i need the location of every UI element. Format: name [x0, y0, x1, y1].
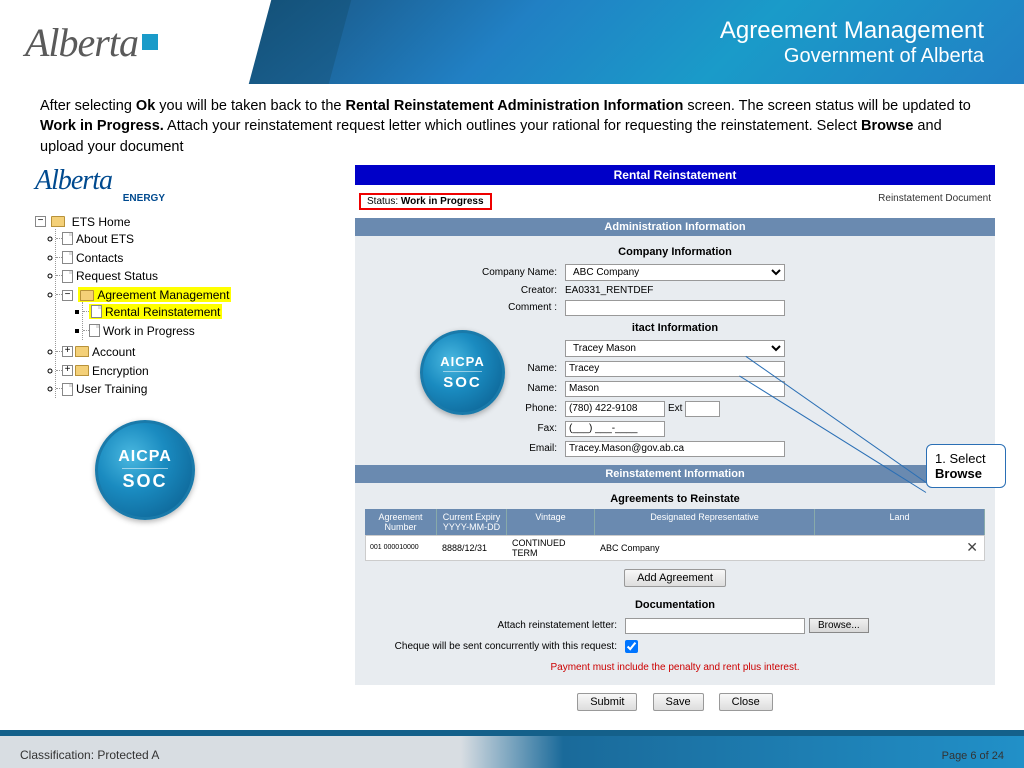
tree-item-encryption[interactable]: +Encryption: [62, 361, 255, 380]
folder-icon: [75, 365, 89, 376]
browse-button[interactable]: Browse...: [809, 618, 869, 633]
admin-info-header: Administration Information: [355, 218, 995, 236]
file-icon: [62, 232, 73, 245]
creator-value: EA0331_RENTDEF: [565, 285, 653, 296]
header-title-1: Agreement Management: [720, 17, 984, 45]
folder-icon: [80, 290, 94, 301]
expand-icon[interactable]: +: [62, 365, 73, 376]
header-titles: Agreement Management Government of Alber…: [300, 0, 1024, 84]
add-agreement-button[interactable]: Add Agreement: [624, 569, 726, 587]
submit-button[interactable]: Submit: [577, 693, 637, 711]
agreements-table-header: Agreement Number Current Expiry YYYY-MM-…: [365, 509, 985, 535]
nav-tree: − ETS Home About ETS Contacts Request St…: [35, 212, 255, 400]
tree-item-account[interactable]: +Account: [62, 342, 255, 361]
cheque-checkbox[interactable]: [625, 640, 638, 653]
first-name-input[interactable]: [565, 361, 785, 377]
header: Alberta Agreement Management Government …: [0, 0, 1024, 84]
tree-item-rental-reinst[interactable]: Rental Reinstatement: [89, 302, 255, 321]
header-title-2: Government of Alberta: [784, 45, 984, 68]
collapse-icon[interactable]: −: [62, 290, 73, 301]
footer: Classification: Protected A Page 6 of 24: [0, 730, 1024, 768]
folder-icon: [51, 216, 65, 227]
tree-item-contacts[interactable]: Contacts: [62, 248, 255, 267]
page-number: Page 6 of 24: [942, 750, 1004, 762]
contact-select[interactable]: Tracey Mason: [565, 340, 785, 357]
tree-item-wip[interactable]: Work in Progress: [89, 321, 255, 340]
energy-logo: Alberta ENERGY: [35, 165, 255, 204]
file-path-field: [625, 618, 805, 634]
folder-icon: [75, 346, 89, 357]
reinstatement-doc-link[interactable]: Reinstatement Document: [878, 193, 991, 210]
save-button[interactable]: Save: [653, 693, 704, 711]
agreements-header: Agreements to Reinstate: [365, 489, 985, 509]
panel-title: Rental Reinstatement: [355, 165, 995, 185]
aicpa-badge-overlay: AICPA SOC: [420, 330, 505, 415]
documentation-header: Documentation: [365, 595, 985, 615]
instruction-text: After selecting Ok you will be taken bac…: [0, 84, 1024, 165]
tree-item-request-status[interactable]: Request Status: [62, 266, 255, 285]
sidebar: Alberta ENERGY − ETS Home About ETS Cont…: [35, 165, 255, 719]
tree-root[interactable]: − ETS Home About ETS Contacts Request St…: [35, 212, 255, 400]
file-icon: [62, 270, 73, 283]
file-icon: [91, 305, 102, 318]
logo-accent-icon: [142, 34, 158, 50]
tree-item-agreement-mgmt[interactable]: − Agreement Management Rental Reinstatem…: [62, 285, 255, 341]
file-icon: [62, 251, 73, 264]
classification-label: Classification: Protected A: [20, 748, 159, 762]
ext-input[interactable]: [685, 401, 720, 417]
company-info-header: Company Information: [365, 242, 985, 262]
action-buttons: Submit Save Close: [355, 685, 995, 719]
expand-icon[interactable]: +: [62, 346, 73, 357]
fax-input[interactable]: [565, 421, 665, 437]
form-panel: Rental Reinstatement Status: Work in Pro…: [355, 165, 995, 719]
tree-item-about[interactable]: About ETS: [62, 229, 255, 248]
callout-browse: 1. Select Browse: [926, 444, 1006, 488]
close-button[interactable]: Close: [719, 693, 773, 711]
payment-warning: Payment must include the penalty and ren…: [365, 656, 985, 679]
status-box: Status: Work in Progress: [359, 193, 492, 210]
phone-input[interactable]: [565, 401, 665, 417]
alberta-logo: Alberta: [25, 19, 138, 66]
aicpa-badge: AICPA SOC: [95, 420, 195, 520]
file-icon: [89, 324, 100, 337]
company-name-select[interactable]: ABC Company: [565, 264, 785, 281]
agreement-row: 001 000010000 8888/12/31 CONTINUED TERM …: [365, 535, 985, 561]
tree-item-user-training[interactable]: User Training: [62, 379, 255, 398]
collapse-icon[interactable]: −: [35, 216, 46, 227]
comment-input[interactable]: [565, 300, 785, 316]
reinst-info-header: Reinstatement Information: [355, 465, 995, 483]
email-input[interactable]: [565, 441, 785, 457]
delete-row-icon[interactable]: ✕: [960, 539, 984, 556]
file-icon: [62, 383, 73, 396]
